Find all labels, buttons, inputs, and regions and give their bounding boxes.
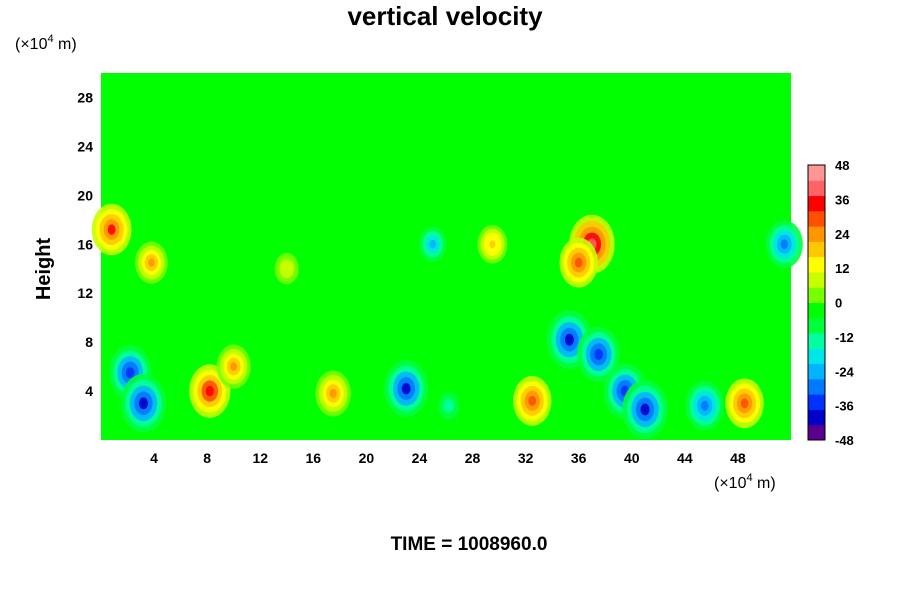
colorbar-tick-label: -24	[835, 364, 855, 379]
colorbar-segment	[808, 271, 825, 288]
feature-blob	[577, 326, 620, 382]
feature-blob	[685, 380, 724, 431]
x-tick-label: 16	[306, 450, 322, 466]
colorbar-segment	[808, 226, 825, 242]
y-tick-label: 20	[77, 187, 93, 203]
colorbar-segment	[808, 424, 825, 441]
feature-blob	[120, 373, 167, 433]
feature-blob	[765, 220, 803, 269]
feature-blob	[477, 224, 508, 264]
colorbar-ticks: 48 36 24 12 0 -12 -24 -36 -48	[835, 158, 855, 448]
time-label: TIME = 1008960.0	[391, 534, 548, 555]
feature-blob	[546, 310, 593, 370]
y-tick-label: 4	[85, 383, 93, 399]
x-tick-label: 8	[203, 450, 211, 466]
feature-blob	[384, 360, 429, 418]
x-tick-label: 24	[412, 450, 428, 466]
plot-area	[91, 73, 803, 440]
chart-title: vertical velocity	[347, 1, 543, 31]
x-tick-label: 4	[150, 450, 158, 466]
x-tick-label: 36	[571, 450, 587, 466]
feature-blob	[435, 388, 463, 424]
y-axis-unit: (×104 m)	[15, 33, 77, 53]
colorbar-segment	[808, 302, 825, 319]
colorbar-segment	[808, 180, 825, 197]
feature-blob	[135, 241, 168, 284]
colorbar-tick-label: 48	[835, 158, 849, 173]
feature-blob	[216, 344, 251, 389]
y-tick-label: 16	[77, 236, 93, 252]
y-axis-ticks: 4 8 12 16 20 24 28	[77, 89, 93, 399]
y-tick-label: 12	[77, 285, 93, 301]
colorbar	[807, 164, 826, 441]
colorbar-segment	[808, 317, 825, 334]
colorbar-frame	[807, 164, 826, 441]
feature-blob	[91, 203, 132, 256]
feature-blob	[513, 375, 552, 426]
feature-blob	[274, 253, 299, 285]
colorbar-segment	[808, 333, 825, 349]
field-features	[91, 203, 803, 439]
colorbar-tick-label: -48	[835, 433, 854, 448]
colorbar-segment	[808, 409, 825, 426]
colorbar-segment	[808, 210, 825, 227]
y-tick-label: 8	[85, 334, 93, 350]
colorbar-segment	[808, 241, 825, 258]
colorbar-segment	[808, 256, 825, 273]
feature-blob	[315, 370, 351, 417]
colorbar-segment	[808, 287, 825, 303]
colorbar-tick-label: 12	[835, 261, 849, 276]
colorbar-segment	[808, 378, 825, 395]
colorbar-tick-label: 36	[835, 192, 849, 207]
colorbar-segment	[808, 363, 825, 380]
x-axis-unit: (×104 m)	[714, 472, 776, 492]
x-tick-label: 20	[359, 450, 375, 466]
y-axis-label: Height	[33, 238, 55, 301]
y-tick-label: 24	[77, 138, 93, 154]
colorbar-tick-label: -36	[835, 399, 854, 414]
colorbar-tick-label: 0	[835, 296, 842, 311]
x-tick-label: 28	[465, 450, 481, 466]
feature-blob	[622, 379, 668, 439]
feature-blob	[415, 222, 450, 267]
feature-blob	[559, 237, 598, 288]
x-tick-label: 40	[624, 450, 640, 466]
x-tick-label: 32	[518, 450, 534, 466]
x-tick-label: 48	[730, 450, 746, 466]
colorbar-segment	[808, 348, 825, 365]
colorbar-segment	[808, 394, 825, 410]
y-tick-label: 28	[77, 89, 93, 105]
feature-blob	[725, 378, 764, 429]
colorbar-segment	[808, 165, 825, 181]
colorbar-tick-label: -12	[835, 330, 854, 345]
x-tick-label: 44	[677, 450, 693, 466]
colorbar-segment	[808, 195, 825, 212]
x-axis-ticks: 4 8 12 16 20 24 28 32 36 40 44 48	[150, 450, 746, 466]
colorbar-tick-label: 24	[835, 227, 850, 242]
x-tick-label: 12	[252, 450, 268, 466]
